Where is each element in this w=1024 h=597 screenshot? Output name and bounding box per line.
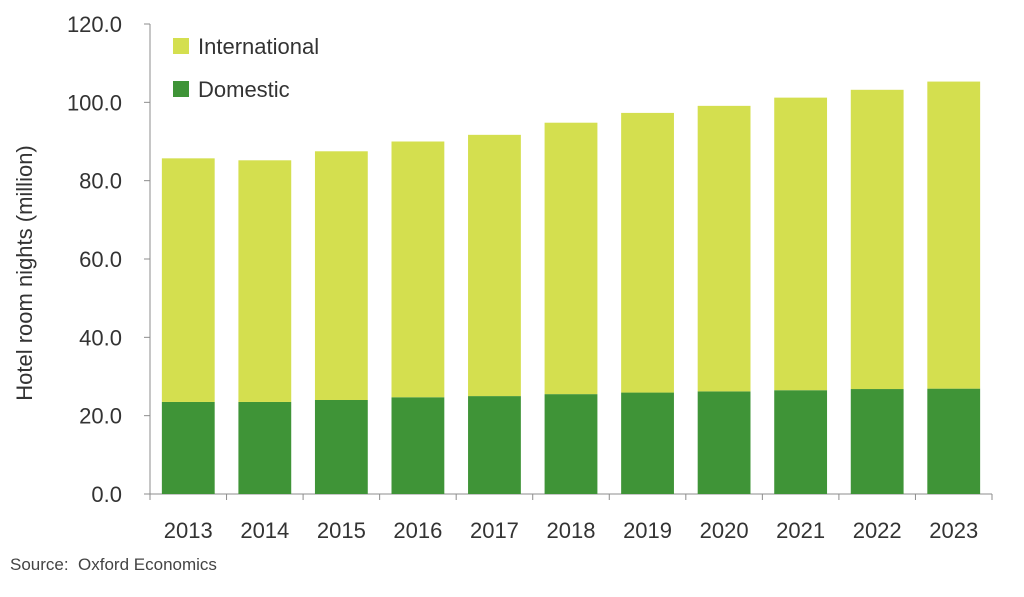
- bar-international-2017: [468, 134, 521, 397]
- y-tick-label: 20.0: [79, 404, 122, 429]
- x-tick-label: 2022: [853, 518, 902, 543]
- y-tick-label: 120.0: [67, 12, 122, 37]
- bar-international-2023: [927, 81, 981, 389]
- x-tick-label: 2023: [929, 518, 978, 543]
- x-tick-label: 2016: [393, 518, 442, 543]
- bar-international-2019: [621, 112, 674, 393]
- x-tick-label: 2015: [317, 518, 366, 543]
- x-tick-label: 2017: [470, 518, 519, 543]
- y-tick-label: 100.0: [67, 90, 122, 115]
- bar-international-2018: [544, 122, 598, 395]
- legend: International Domestic: [173, 34, 319, 102]
- bar-domestic-2018: [544, 394, 598, 494]
- bar-international-2014: [238, 160, 292, 402]
- bar-international-2016: [391, 141, 445, 398]
- x-tick-label: 2020: [700, 518, 749, 543]
- y-tick-label: 0.0: [91, 482, 122, 507]
- legend-swatch-international: [173, 38, 189, 54]
- y-axis-label: Hotel room nights (million): [12, 145, 37, 401]
- x-tick-label: 2018: [547, 518, 596, 543]
- y-tick-label: 60.0: [79, 247, 122, 272]
- bar-domestic-2013: [161, 401, 215, 494]
- bar-international-2013: [161, 158, 215, 402]
- x-tick-label: 2013: [164, 518, 213, 543]
- x-axis: 2013 2014 2015 2016 2017 2018 2019 2020 2021 2022…: [149, 493, 993, 543]
- y-tick-label: 40.0: [79, 325, 122, 350]
- bar-international-2022: [850, 89, 904, 390]
- legend-label-domestic: Domestic: [198, 77, 290, 102]
- bar-international-2021: [774, 97, 828, 391]
- y-tick-label: 80.0: [79, 169, 122, 194]
- bar-international-2020: [697, 105, 751, 392]
- bar-domestic-2016: [391, 397, 445, 494]
- bar-domestic-2019: [621, 392, 674, 494]
- x-tick-label: 2021: [776, 518, 825, 543]
- bar-international-2015: [314, 151, 368, 400]
- legend-swatch-domestic: [173, 81, 189, 97]
- bar-domestic-2014: [238, 401, 292, 494]
- bars: [161, 81, 981, 494]
- source-note: Source: Oxford Economics: [10, 555, 217, 574]
- bar-domestic-2021: [774, 390, 828, 494]
- bar-domestic-2020: [697, 391, 751, 494]
- bar-domestic-2023: [927, 388, 981, 494]
- bar-domestic-2022: [850, 389, 904, 494]
- bar-domestic-2017: [468, 396, 521, 494]
- bar-domestic-2015: [314, 400, 368, 494]
- x-tick-label: 2019: [623, 518, 672, 543]
- y-axis: 0.0 20.0 40.0 60.0 80.0 100.0 120.0: [67, 12, 151, 507]
- x-tick-label: 2014: [240, 518, 289, 543]
- legend-label-international: International: [198, 34, 319, 59]
